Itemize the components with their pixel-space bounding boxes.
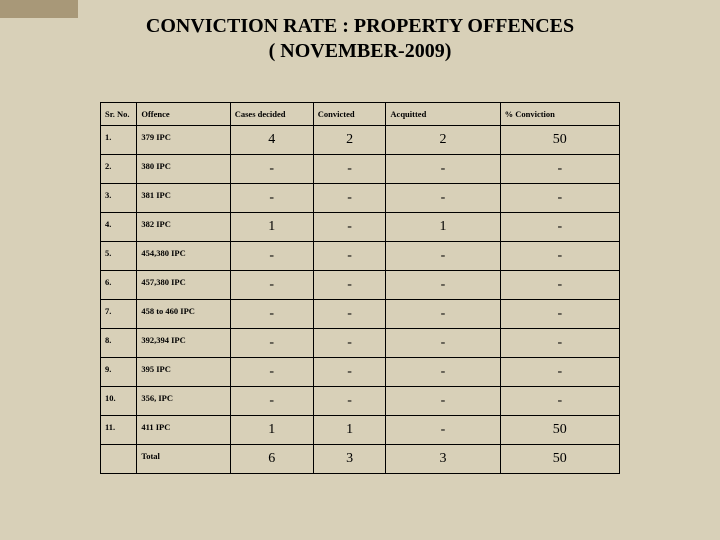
cell-offence: 392,394 IPC xyxy=(137,329,230,358)
col-decided: Cases decided xyxy=(230,103,313,126)
cell-sr: 5. xyxy=(101,242,137,271)
cell-convicted: - xyxy=(313,184,386,213)
col-offence: Offence xyxy=(137,103,230,126)
cell-acquitted: 2 xyxy=(386,126,500,155)
cell-offence: 380 IPC xyxy=(137,155,230,184)
table-row: 10.356, IPC---- xyxy=(101,387,620,416)
cell-sr xyxy=(101,445,137,474)
cell-decided: 1 xyxy=(230,213,313,242)
cell-pct: - xyxy=(500,184,619,213)
col-convicted: Convicted xyxy=(313,103,386,126)
cell-convicted: - xyxy=(313,387,386,416)
cell-sr: 9. xyxy=(101,358,137,387)
title-line-1: CONVICTION RATE : PROPERTY OFFENCES xyxy=(146,15,574,37)
table-row: 5.454,380 IPC---- xyxy=(101,242,620,271)
cell-convicted: - xyxy=(313,329,386,358)
cell-decided: - xyxy=(230,155,313,184)
cell-pct: 50 xyxy=(500,126,619,155)
cell-acquitted: - xyxy=(386,300,500,329)
table-row: 6.457,380 IPC---- xyxy=(101,271,620,300)
cell-decided: - xyxy=(230,387,313,416)
cell-pct: - xyxy=(500,213,619,242)
cell-acquitted: - xyxy=(386,416,500,445)
table-row: 4.382 IPC1-1- xyxy=(101,213,620,242)
cell-convicted: 3 xyxy=(313,445,386,474)
conviction-table: Sr. No. Offence Cases decided Convicted … xyxy=(100,102,620,474)
col-acquitted: Acquitted xyxy=(386,103,500,126)
cell-convicted: - xyxy=(313,271,386,300)
cell-pct: - xyxy=(500,387,619,416)
table-row: 11.411 IPC11-50 xyxy=(101,416,620,445)
table-row: 7.458 to 460 IPC---- xyxy=(101,300,620,329)
cell-pct: - xyxy=(500,329,619,358)
cell-acquitted: - xyxy=(386,184,500,213)
cell-offence: 382 IPC xyxy=(137,213,230,242)
cell-offence: 458 to 460 IPC xyxy=(137,300,230,329)
cell-decided: 6 xyxy=(230,445,313,474)
cell-convicted: - xyxy=(313,300,386,329)
table-row: 9.395 IPC---- xyxy=(101,358,620,387)
cell-decided: - xyxy=(230,358,313,387)
cell-convicted: - xyxy=(313,155,386,184)
cell-offence: 454,380 IPC xyxy=(137,242,230,271)
cell-acquitted: - xyxy=(386,242,500,271)
col-sr: Sr. No. xyxy=(101,103,137,126)
table-row: 3.381 IPC---- xyxy=(101,184,620,213)
cell-offence: 379 IPC xyxy=(137,126,230,155)
cell-acquitted: 3 xyxy=(386,445,500,474)
cell-sr: 2. xyxy=(101,155,137,184)
cell-convicted: - xyxy=(313,358,386,387)
col-pct: % Conviction xyxy=(500,103,619,126)
accent-bar xyxy=(0,0,78,18)
cell-sr: 10. xyxy=(101,387,137,416)
cell-sr: 6. xyxy=(101,271,137,300)
cell-acquitted: - xyxy=(386,271,500,300)
table-row: 2.380 IPC---- xyxy=(101,155,620,184)
cell-offence: 381 IPC xyxy=(137,184,230,213)
cell-sr: 1. xyxy=(101,126,137,155)
cell-sr: 7. xyxy=(101,300,137,329)
cell-sr: 11. xyxy=(101,416,137,445)
cell-acquitted: 1 xyxy=(386,213,500,242)
cell-offence: 395 IPC xyxy=(137,358,230,387)
cell-decided: - xyxy=(230,329,313,358)
cell-acquitted: - xyxy=(386,358,500,387)
cell-pct: - xyxy=(500,358,619,387)
cell-pct: 50 xyxy=(500,416,619,445)
cell-convicted: 1 xyxy=(313,416,386,445)
cell-acquitted: - xyxy=(386,329,500,358)
cell-offence: 356, IPC xyxy=(137,387,230,416)
cell-sr: 8. xyxy=(101,329,137,358)
cell-convicted: - xyxy=(313,242,386,271)
page-title: CONVICTION RATE : PROPERTY OFFENCES ( NO… xyxy=(0,0,720,64)
table-row: 1.379 IPC42250 xyxy=(101,126,620,155)
table-header-row: Sr. No. Offence Cases decided Convicted … xyxy=(101,103,620,126)
cell-pct: - xyxy=(500,300,619,329)
cell-decided: 1 xyxy=(230,416,313,445)
cell-pct: - xyxy=(500,155,619,184)
table-row: Total63350 xyxy=(101,445,620,474)
table-container: Sr. No. Offence Cases decided Convicted … xyxy=(100,102,620,474)
cell-decided: - xyxy=(230,271,313,300)
cell-decided: - xyxy=(230,300,313,329)
cell-decided: - xyxy=(230,184,313,213)
cell-convicted: - xyxy=(313,213,386,242)
cell-decided: - xyxy=(230,242,313,271)
cell-pct: - xyxy=(500,242,619,271)
table-row: 8.392,394 IPC---- xyxy=(101,329,620,358)
title-line-2: ( NOVEMBER-2009) xyxy=(269,40,452,62)
cell-pct: - xyxy=(500,271,619,300)
cell-offence: 457,380 IPC xyxy=(137,271,230,300)
cell-sr: 4. xyxy=(101,213,137,242)
cell-sr: 3. xyxy=(101,184,137,213)
cell-offence: 411 IPC xyxy=(137,416,230,445)
cell-pct: 50 xyxy=(500,445,619,474)
cell-convicted: 2 xyxy=(313,126,386,155)
cell-decided: 4 xyxy=(230,126,313,155)
cell-acquitted: - xyxy=(386,387,500,416)
cell-offence: Total xyxy=(137,445,230,474)
cell-acquitted: - xyxy=(386,155,500,184)
